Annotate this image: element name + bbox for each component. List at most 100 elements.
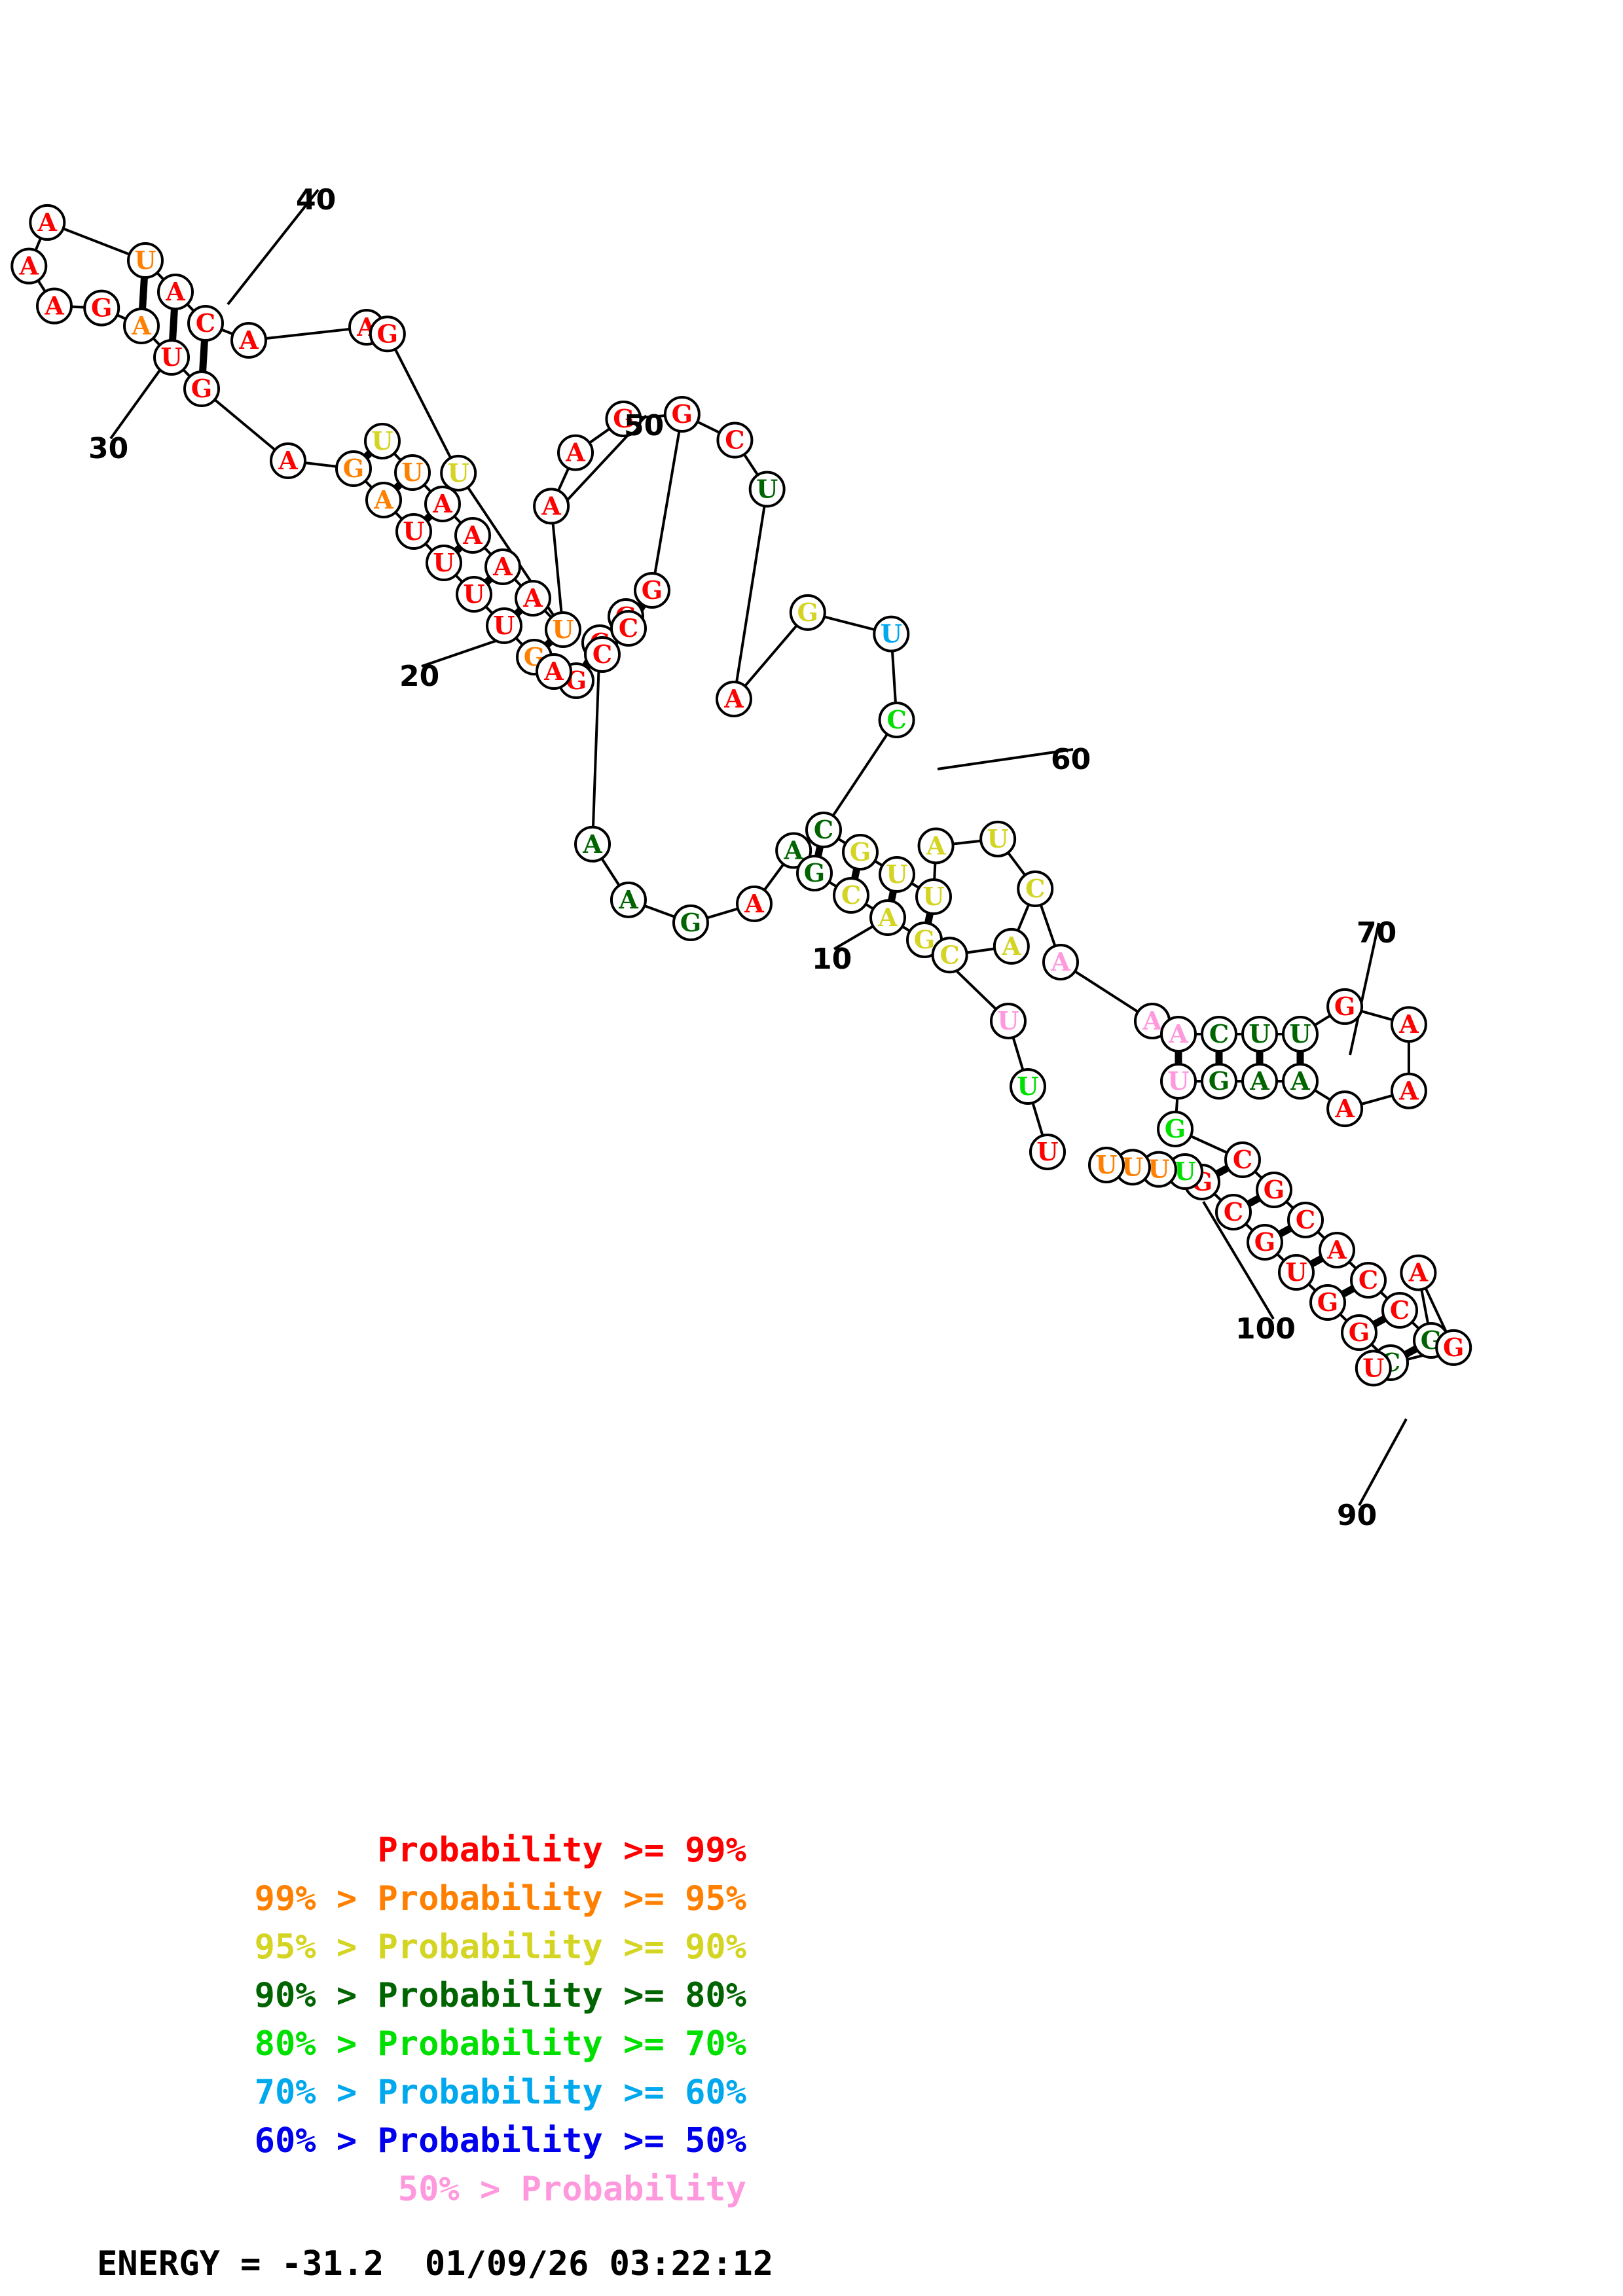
nucleotide: U (1029, 1134, 1066, 1170)
svg-text:G: G (1443, 1333, 1464, 1362)
svg-text:C: C (196, 308, 215, 338)
nucleotide: C (716, 422, 754, 459)
svg-text:U: U (1285, 1257, 1307, 1287)
leader-line (937, 748, 1074, 770)
nucleotide: U (979, 820, 1017, 857)
svg-text:C: C (593, 639, 612, 669)
nucleotide: U (1355, 1350, 1392, 1387)
svg-text:G: G (1254, 1227, 1275, 1257)
nucleotide: U (915, 878, 952, 915)
nucleotide: G (369, 315, 406, 353)
svg-text:U: U (552, 615, 574, 644)
svg-text:G: G (1317, 1287, 1338, 1317)
svg-text:U: U (1174, 1157, 1195, 1186)
nucleotide: A (484, 548, 521, 585)
svg-text:A: A (723, 684, 744, 713)
svg-text:A: A (1334, 1094, 1355, 1123)
energy-timestamp-line: ENERGY = -31.2 01/09/26 03:22:12 (97, 2244, 774, 2284)
svg-text:C: C (841, 880, 861, 910)
nucleotide: U (748, 471, 786, 508)
nucleotide: U (440, 454, 477, 492)
nucleotide: A (515, 580, 551, 617)
svg-text:G: G (1209, 1066, 1230, 1096)
nucleotide: A (993, 927, 1030, 965)
svg-text:C: C (1224, 1197, 1243, 1227)
nucleotide: C (1350, 1262, 1387, 1299)
svg-text:G: G (1334, 992, 1355, 1021)
svg-text:U: U (881, 619, 902, 649)
leader-line (1202, 1200, 1275, 1320)
nucleotide: G (634, 572, 670, 609)
nucleotide: G (1326, 988, 1364, 1025)
svg-text:A: A (492, 552, 513, 581)
nucleotide: G (1157, 1111, 1194, 1147)
nucleotide: C (1287, 1202, 1324, 1238)
nucleotide: U (1088, 1147, 1125, 1183)
svg-text:U: U (371, 426, 393, 456)
nucleotide: U (153, 339, 190, 376)
svg-text:A: A (1142, 1006, 1162, 1035)
svg-text:U: U (756, 474, 778, 503)
svg-text:U: U (886, 859, 907, 889)
nucleotide: A (533, 488, 570, 525)
nucleotide: A (917, 827, 955, 865)
svg-text:C: C (886, 705, 906, 734)
svg-text:U: U (987, 824, 1009, 853)
nucleotide: G (796, 855, 833, 891)
nucleotide: A (1160, 1016, 1197, 1052)
legend-row: 95% > Probability >= 90% (254, 1928, 746, 1967)
svg-text:C: C (619, 613, 638, 643)
legend-row: Probability >= 99% (377, 1831, 746, 1870)
svg-text:G: G (797, 598, 818, 627)
svg-text:A: A (1050, 947, 1070, 977)
nucleotide: U (127, 242, 164, 279)
nucleotide: A (454, 517, 491, 554)
svg-text:G: G (1165, 1114, 1186, 1143)
nucleotide: C (610, 610, 647, 647)
nucleotide: G (789, 594, 826, 631)
legend-row: 99% > Probability >= 95% (254, 1879, 746, 1918)
position-leader-lines (109, 188, 1408, 1506)
nucleotide: G (1247, 1224, 1283, 1261)
nucleotide: G (83, 289, 120, 327)
nucleotide: C (931, 937, 968, 974)
svg-text:A: A (926, 831, 946, 860)
svg-text:G: G (191, 374, 212, 403)
svg-text:A: A (19, 251, 39, 281)
svg-text:A: A (1290, 1066, 1310, 1096)
svg-text:A: A (1249, 1066, 1269, 1096)
position-labels: 10 20 30 40 50 60 70 90 100 (88, 183, 1396, 1532)
svg-text:G: G (343, 454, 364, 483)
position-label-70: 70 (1357, 916, 1396, 950)
position-label-50: 50 (624, 409, 664, 442)
nucleotide: U (394, 454, 431, 491)
position-label-60: 60 (1051, 743, 1091, 776)
nucleotide: A (716, 681, 752, 717)
svg-text:A: A (165, 277, 185, 306)
svg-text:A: A (543, 656, 564, 686)
position-label-100: 100 (1235, 1312, 1296, 1346)
svg-text:A: A (44, 291, 64, 321)
nucleotide: G (1201, 1063, 1237, 1100)
nucleotide: U (486, 607, 522, 644)
rna-secondary-structure-svg: AAAGUAAUCGAAGUAGUAUUAUAUAUAGUAAGGCUGCCGC… (10, 183, 1472, 1532)
nucleotide: G (1435, 1329, 1472, 1366)
legend-row: 60% > Probability >= 50% (254, 2121, 746, 2161)
svg-text:A: A (131, 311, 151, 340)
nucleotide: A (1241, 1063, 1278, 1100)
svg-text:U: U (134, 245, 156, 275)
nucleotide: A (29, 204, 66, 241)
svg-text:A: A (1398, 1009, 1419, 1039)
nucleotide: C (584, 636, 621, 673)
probability-legend: Probability >= 99% 99% > Probability >= … (0, 1826, 917, 2287)
nucleotide: A (610, 881, 647, 918)
nucleotide: A (1390, 1006, 1427, 1043)
svg-text:U: U (1167, 1066, 1189, 1096)
nucleotide: U (1010, 1068, 1046, 1105)
svg-text:U: U (1122, 1152, 1143, 1181)
legend-row: 90% > Probability >= 80% (254, 1976, 746, 2015)
nucleotide: A (1319, 1232, 1355, 1268)
svg-text:U: U (922, 882, 944, 911)
nucleotide: A (157, 274, 194, 310)
nucleotide: C (1215, 1194, 1252, 1230)
